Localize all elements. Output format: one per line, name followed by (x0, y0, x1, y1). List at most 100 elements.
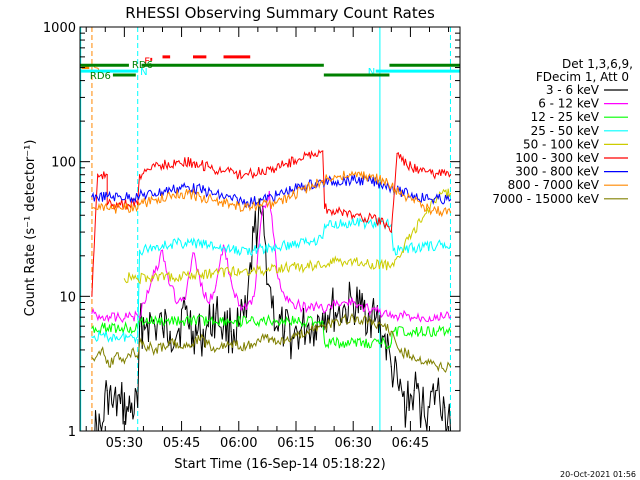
data-point (106, 336, 108, 338)
data-point (352, 301, 354, 304)
data-point (200, 196, 202, 198)
data-point (192, 162, 194, 164)
data-point (116, 336, 118, 338)
series-6 (91, 173, 452, 208)
data-point (91, 357, 93, 359)
data-point (146, 168, 148, 170)
status-flag-bars: SNNFRD6RD6 (80, 55, 460, 82)
data-point (230, 320, 232, 323)
data-point (169, 195, 171, 197)
data-point (299, 330, 301, 332)
data-point (449, 192, 452, 195)
data-point (97, 174, 99, 176)
data-point (127, 204, 129, 206)
data-point (284, 164, 286, 166)
data-point (299, 242, 301, 244)
data-point (184, 192, 186, 195)
data-point (306, 325, 308, 327)
data-point (215, 200, 217, 202)
data-point (268, 190, 270, 193)
data-point (139, 249, 141, 251)
data-point (345, 222, 347, 224)
data-point (108, 366, 110, 368)
data-point (337, 303, 339, 305)
data-point (333, 261, 335, 263)
data-point (371, 263, 373, 265)
data-point (284, 295, 286, 297)
data-point (444, 316, 446, 318)
data-point (127, 336, 129, 338)
plot-frame (79, 26, 461, 432)
data-point (337, 312, 339, 314)
data-point (390, 330, 392, 332)
data-point (390, 186, 392, 188)
data-point (154, 165, 156, 168)
data-point (428, 198, 431, 200)
data-point (253, 231, 255, 233)
x-tick-label-4: 06:30 (334, 436, 371, 451)
data-point (119, 207, 122, 209)
series-5 (91, 149, 452, 297)
data-point (398, 316, 400, 318)
data-point (253, 249, 255, 251)
data-point (367, 180, 370, 182)
data-point (421, 406, 423, 408)
data-point (261, 205, 263, 207)
data-point (436, 330, 438, 332)
legend-decimation: FDecim 1, Att 0 (536, 70, 629, 84)
data-point (360, 305, 362, 307)
data-point (154, 325, 156, 327)
data-point (291, 189, 293, 191)
data-point (169, 285, 171, 287)
data-point (406, 164, 408, 166)
data-point (161, 320, 164, 323)
flag-label-2: N (368, 67, 375, 78)
data-point (129, 276, 131, 278)
series-line-5 (91, 149, 451, 297)
data-point (106, 204, 108, 206)
y-axis-label: Count Rate (s⁻¹ detector⁻¹) (23, 140, 38, 317)
data-point (413, 357, 415, 359)
data-point (291, 336, 293, 338)
data-point (436, 366, 438, 368)
series-line-2 (91, 314, 451, 350)
data-point (392, 249, 394, 251)
data-point (137, 406, 139, 408)
data-point (299, 305, 301, 307)
data-point (112, 406, 114, 408)
data-point (261, 199, 263, 201)
data-point (390, 366, 392, 368)
data-point (91, 312, 93, 314)
data-point (324, 342, 326, 344)
data-point (276, 325, 278, 327)
data-point (169, 330, 171, 332)
data-point (383, 180, 385, 182)
series-line-0 (91, 198, 451, 431)
data-point (100, 174, 103, 176)
data-point (383, 325, 385, 327)
legend-detectors: Det 1,3,6,9, (562, 57, 633, 71)
data-point (137, 357, 139, 359)
data-point (413, 201, 415, 203)
data-point (161, 164, 164, 166)
data-point (119, 402, 122, 405)
data-point (367, 308, 370, 310)
data-point (421, 316, 423, 318)
data-point (322, 312, 324, 314)
legend-label-1: 6 - 12 keV (538, 97, 600, 111)
data-point (322, 308, 324, 310)
data-point (131, 349, 133, 351)
data-point (139, 320, 141, 323)
data-point (306, 308, 308, 310)
y-tick-label-1: 10 (59, 290, 76, 305)
data-point (398, 192, 400, 195)
x-axis-label: Start Time (16-Sep-14 05:18:22) (174, 457, 385, 472)
data-point (106, 389, 108, 392)
legend-label-4: 50 - 100 keV (523, 137, 600, 151)
data-point (184, 298, 186, 300)
x-tick-label-3: 06:15 (277, 436, 314, 451)
data-point (367, 312, 370, 314)
data-point (100, 316, 103, 318)
data-point (91, 207, 93, 209)
